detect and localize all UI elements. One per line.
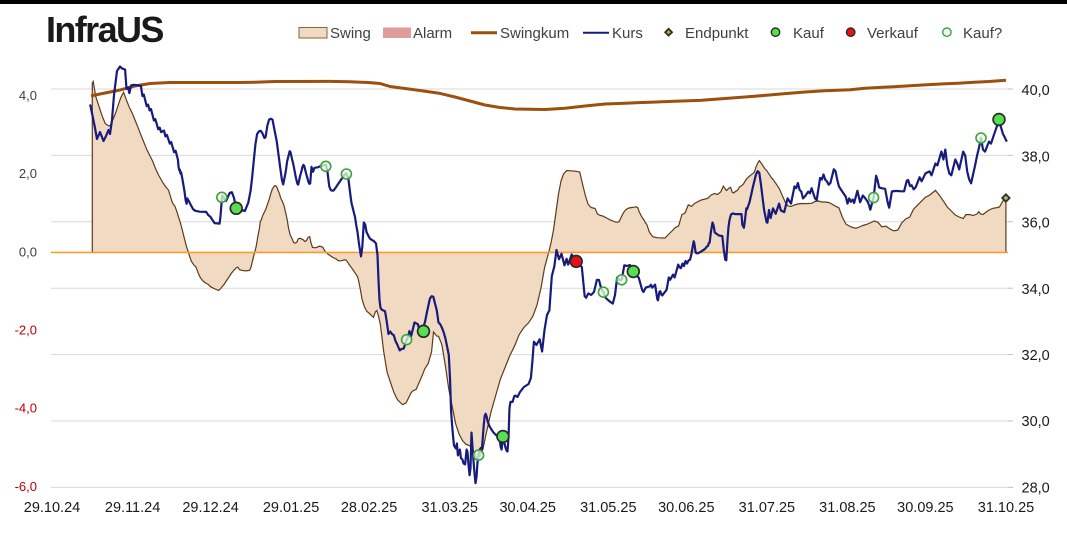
- svg-text:29.10.24: 29.10.24: [24, 500, 80, 516]
- svg-text:Swing: Swing: [330, 25, 371, 42]
- svg-text:31.03.25: 31.03.25: [421, 500, 477, 516]
- svg-text:-2,0: -2,0: [15, 323, 37, 338]
- svg-text:-6,0: -6,0: [15, 479, 37, 494]
- svg-text:28.02.25: 28.02.25: [341, 500, 397, 516]
- svg-text:4,0: 4,0: [19, 88, 37, 103]
- svg-text:2,0: 2,0: [19, 166, 37, 181]
- svg-text:40,0: 40,0: [1022, 83, 1050, 99]
- svg-text:31.07.25: 31.07.25: [739, 500, 795, 516]
- svg-text:31.10.25: 31.10.25: [978, 500, 1034, 516]
- svg-text:32,0: 32,0: [1022, 348, 1050, 364]
- svg-text:38,0: 38,0: [1022, 149, 1050, 165]
- svg-text:36,0: 36,0: [1022, 216, 1050, 232]
- svg-text:30,0: 30,0: [1022, 414, 1050, 430]
- svg-text:31.08.25: 31.08.25: [819, 500, 875, 516]
- svg-text:Kauf?: Kauf?: [963, 25, 1002, 42]
- svg-text:29.01.25: 29.01.25: [263, 500, 319, 516]
- svg-text:31.05.25: 31.05.25: [580, 500, 636, 516]
- svg-text:30.04.25: 30.04.25: [499, 500, 555, 516]
- svg-text:InfraUS: InfraUS: [46, 9, 163, 50]
- svg-text:Swingkum: Swingkum: [500, 25, 569, 42]
- svg-text:Kurs: Kurs: [612, 25, 643, 42]
- svg-text:Endpunkt: Endpunkt: [685, 25, 749, 42]
- svg-text:30.06.25: 30.06.25: [658, 500, 714, 516]
- svg-text:28,0: 28,0: [1022, 480, 1050, 496]
- svg-text:Verkauf: Verkauf: [867, 25, 919, 42]
- svg-text:Kauf: Kauf: [793, 25, 825, 42]
- svg-text:0,0: 0,0: [19, 245, 37, 260]
- svg-text:-4,0: -4,0: [15, 401, 37, 416]
- svg-text:29.11.24: 29.11.24: [105, 500, 160, 516]
- svg-text:Alarm: Alarm: [413, 25, 452, 42]
- svg-text:30.09.25: 30.09.25: [897, 500, 953, 516]
- svg-text:34,0: 34,0: [1022, 282, 1050, 298]
- svg-text:29.12.24: 29.12.24: [182, 500, 238, 516]
